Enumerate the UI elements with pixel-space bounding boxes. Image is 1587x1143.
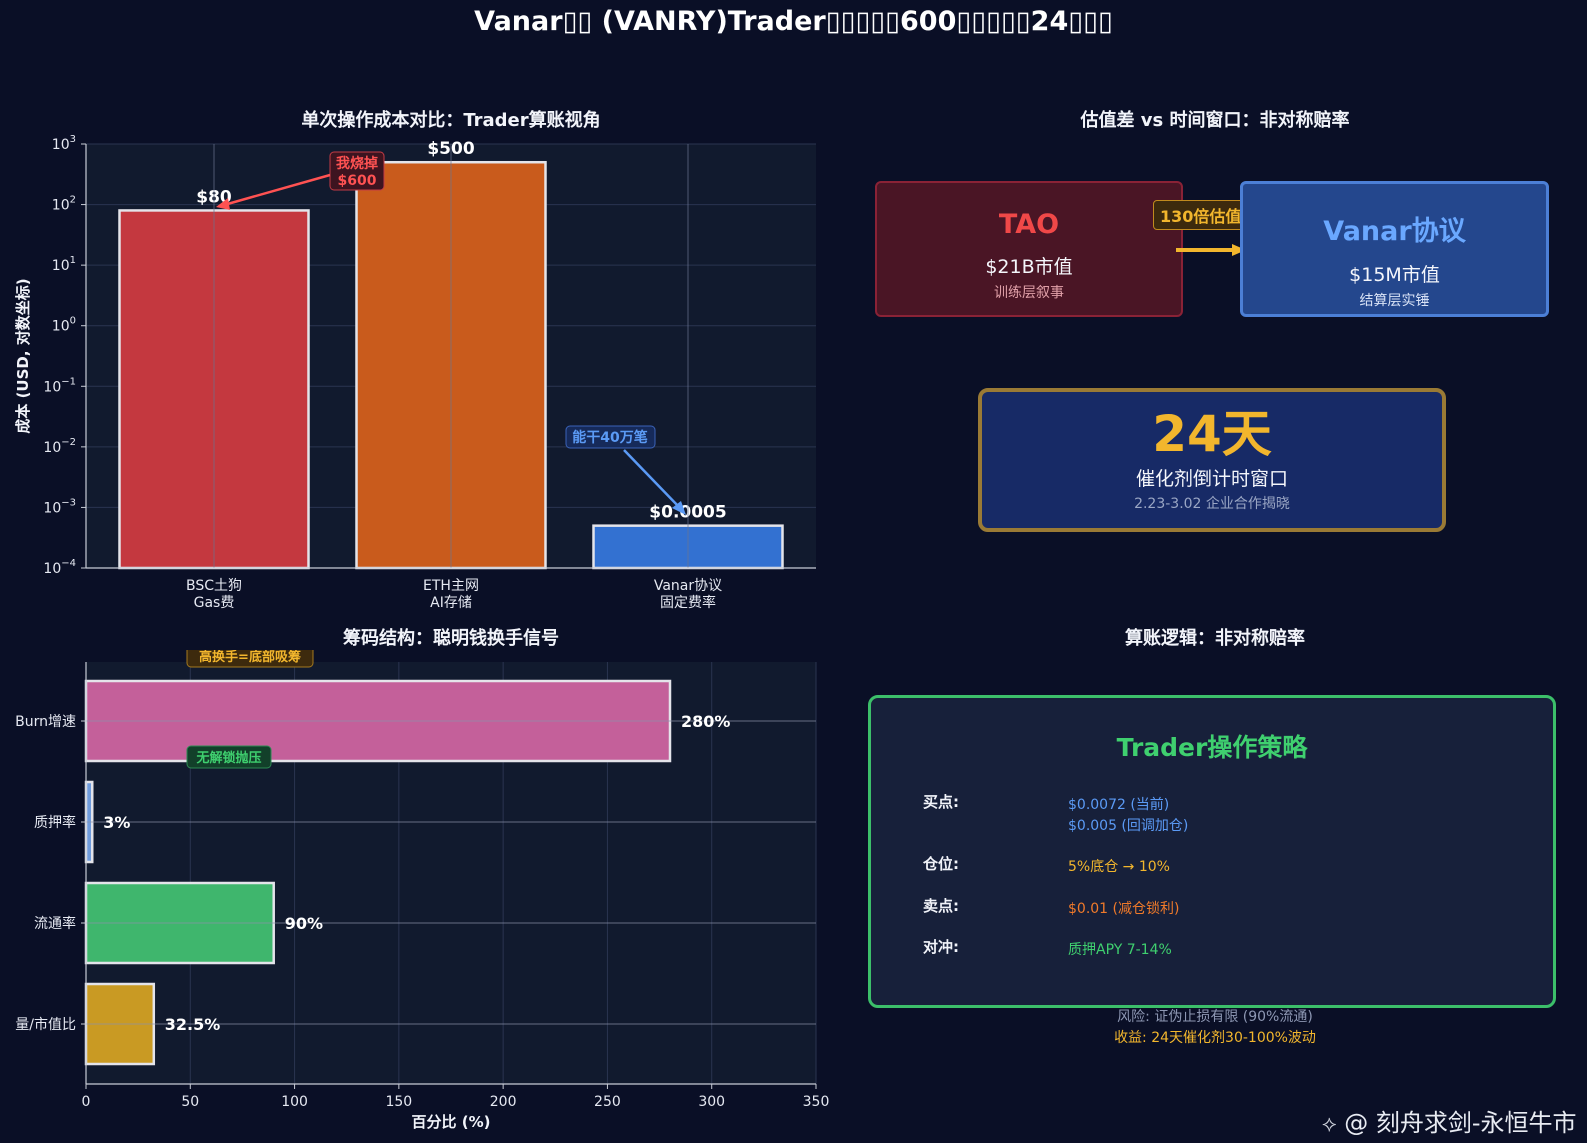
y-tick-exp: 3 bbox=[70, 134, 76, 145]
tao-card: TAO $21B市值 训练层叙事 bbox=[875, 181, 1183, 317]
x-tick-label: 150 bbox=[385, 1094, 412, 1110]
gain-note: 收益: 24天催化剂30-100%波动 bbox=[1114, 1030, 1316, 1046]
gap-arrow-icon bbox=[1176, 244, 1246, 256]
x-tick-label: 300 bbox=[698, 1094, 725, 1110]
x-tick-label: Vanar协议 bbox=[654, 578, 722, 594]
y-tick-exp: −2 bbox=[61, 437, 76, 448]
vanar-cap: $15M市值 bbox=[1349, 264, 1440, 286]
annotation-text: 无解锁抛压 bbox=[195, 750, 261, 766]
chip-bar-value-label: 3% bbox=[103, 813, 130, 832]
chip-chart-title: 筹码结构：聪明钱换手信号 bbox=[343, 628, 559, 649]
annotation-text: 能干40万笔 bbox=[572, 429, 647, 446]
annotation-box bbox=[329, 151, 385, 191]
annotation-box bbox=[565, 425, 656, 449]
y-tick-exp: −4 bbox=[61, 558, 76, 569]
annotation-arrowhead bbox=[216, 198, 230, 210]
y-tick-label: 10−3 bbox=[43, 497, 76, 516]
annotation-text: 高换手=底部吸筹 bbox=[199, 650, 301, 665]
y-tick-label: 流通率 bbox=[34, 915, 76, 932]
strategy-buy-value-2: $0.005 (回调加仓) bbox=[1068, 818, 1189, 834]
y-tick-base: 10 bbox=[43, 440, 61, 456]
y-tick-base: 10 bbox=[43, 379, 61, 395]
y-tick-label: 100 bbox=[52, 316, 76, 335]
y-tick-base: 10 bbox=[43, 500, 61, 516]
y-tick-label: 质押率 bbox=[34, 814, 76, 831]
y-tick-label: Burn增速 bbox=[15, 714, 76, 730]
cost-bar-chart: 10310210110010−110−210−310−4$80BSC土狗Gas费… bbox=[14, 134, 816, 611]
annotation-arrow bbox=[223, 173, 331, 207]
y-tick-label: 10−4 bbox=[43, 558, 76, 577]
watermark-text: @ 刻舟求剑-永恒牛市 bbox=[1344, 1109, 1577, 1137]
y-tick-label: 101 bbox=[52, 255, 76, 274]
annotation-box bbox=[186, 650, 314, 668]
strategy-box: Trader操作策略 买点: $0.0072 (当前) $0.005 (回调加仓… bbox=[868, 695, 1556, 1008]
y-tick-label: 10−1 bbox=[43, 376, 76, 395]
chip-bar-value-label: 32.5% bbox=[165, 1015, 221, 1034]
vanar-note: 结算层实锤 bbox=[1359, 293, 1430, 309]
y-tick-exp: 0 bbox=[70, 316, 76, 327]
chip-bar-value-label: 280% bbox=[681, 712, 730, 731]
strategy-position-label: 仓位: bbox=[923, 855, 959, 873]
x-tick-label: ETH主网 bbox=[423, 578, 479, 594]
y-tick-base: 10 bbox=[52, 258, 70, 274]
y-tick-base: 10 bbox=[52, 137, 70, 153]
vanar-name: Vanar协议 bbox=[1323, 216, 1466, 247]
y-tick-label: 103 bbox=[52, 134, 76, 153]
tao-name: TAO bbox=[998, 209, 1060, 240]
y-tick-exp: −1 bbox=[61, 376, 76, 387]
y-tick-exp: 1 bbox=[70, 255, 76, 266]
watermark: ⟡ @ 刻舟求剑-永恒牛市 bbox=[1322, 1103, 1576, 1138]
annotation-arrow bbox=[623, 449, 681, 509]
strategy-hedge-value: 质押APY 7-14% bbox=[1068, 942, 1172, 958]
annotation-box bbox=[186, 745, 272, 769]
x-tick-label: BSC土狗 bbox=[186, 578, 242, 594]
vanar-card: Vanar协议 $15M市值 结算层实锤 bbox=[1240, 181, 1549, 317]
y-tick-label: 量/市值比 bbox=[15, 1016, 76, 1033]
x-tick-label: 350 bbox=[803, 1094, 830, 1110]
annotation-arrowhead bbox=[672, 501, 686, 515]
countdown-days: 24天 bbox=[1152, 405, 1272, 463]
strategy-sell-value: $0.01 (减仓锁利) bbox=[1068, 901, 1180, 917]
y-tick-base: 10 bbox=[43, 561, 61, 577]
chip-structure-chart: 0 50 100 150 200 250 300 350 Burn增速 280% 质押率 3% 流通率 9… bbox=[15, 650, 830, 1131]
binance-logo-icon: ⟡ bbox=[1322, 1112, 1337, 1137]
y-tick-exp: 2 bbox=[70, 195, 76, 206]
x-tick-label: 200 bbox=[490, 1094, 517, 1110]
x-tick-label: 50 bbox=[181, 1094, 199, 1110]
countdown-label: 催化剂倒计时窗口 bbox=[1135, 468, 1288, 490]
x-tick-label: 0 bbox=[82, 1094, 91, 1110]
main-title: Vanar▯▯ (VANRY)Trader▯▯▯▯▯600▯▯▯▯▯24▯▯▯ bbox=[474, 6, 1113, 37]
annotation-text: $600 bbox=[338, 173, 377, 189]
strategy-position-value: 5%底仓 → 10% bbox=[1068, 859, 1170, 875]
y-tick-label: 10−2 bbox=[43, 437, 76, 456]
valuation-title: 估值差 vs 时间窗口：非对称赔率 bbox=[1080, 110, 1350, 131]
tao-note: 训练层叙事 bbox=[994, 285, 1064, 301]
x-tick-label: 100 bbox=[281, 1094, 308, 1110]
countdown-card: 24天 催化剂倒计时窗口 2.23-3.02 企业合作揭晓 bbox=[978, 388, 1446, 532]
cost-chart-title: 单次操作成本对比：Trader算账视角 bbox=[301, 110, 601, 131]
x-tick-label-line2: Gas费 bbox=[194, 595, 235, 611]
tao-cap: $21B市值 bbox=[985, 256, 1073, 278]
strategy-sell-label: 卖点: bbox=[923, 897, 959, 915]
y-tick-base: 10 bbox=[52, 319, 70, 335]
strategy-panel-title: 算账逻辑：非对称赔率 bbox=[1125, 628, 1305, 649]
y-tick-label: 102 bbox=[52, 195, 76, 214]
y-axis-label: 成本 (USD, 对数坐标) bbox=[14, 278, 32, 433]
x-axis-label: 百分比 (%) bbox=[412, 1113, 491, 1131]
y-tick-base: 10 bbox=[52, 198, 70, 214]
y-tick-exp: −3 bbox=[61, 497, 76, 508]
strategy-hedge-label: 对冲: bbox=[923, 938, 959, 956]
strategy-box-title: Trader操作策略 bbox=[1116, 733, 1308, 762]
annotation-text: 我烧掉 bbox=[336, 155, 378, 172]
x-tick-label: 250 bbox=[594, 1094, 621, 1110]
strategy-buy-value-1: $0.0072 (当前) bbox=[1068, 797, 1170, 813]
chip-bar-value-label: 90% bbox=[285, 914, 323, 933]
x-tick-label-line2: AI存储 bbox=[430, 595, 472, 611]
countdown-dates: 2.23-3.02 企业合作揭晓 bbox=[1134, 496, 1290, 512]
strategy-buy-label: 买点: bbox=[923, 793, 959, 811]
x-tick-label-line2: 固定费率 bbox=[660, 594, 716, 611]
risk-note: 风险: 证伪止损有限 (90%流通) bbox=[1117, 1009, 1313, 1025]
